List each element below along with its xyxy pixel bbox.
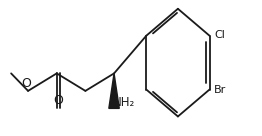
- Text: Br: Br: [214, 85, 226, 95]
- Text: Cl: Cl: [214, 30, 225, 40]
- Text: O: O: [53, 95, 63, 107]
- Text: O: O: [21, 77, 31, 90]
- Text: NH₂: NH₂: [113, 96, 135, 109]
- Polygon shape: [109, 73, 119, 108]
